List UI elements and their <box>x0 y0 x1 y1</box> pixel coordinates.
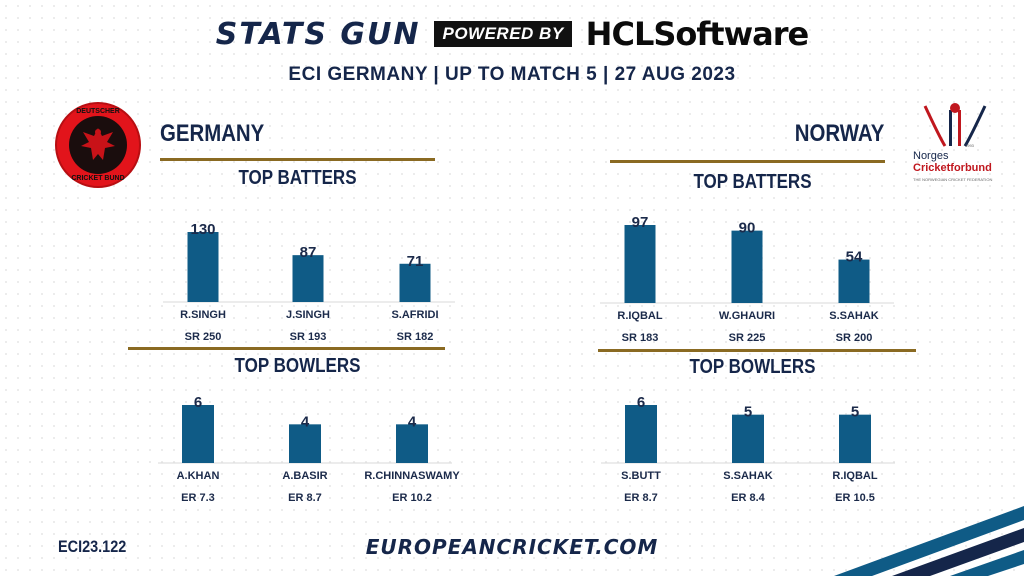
brand-header: STATS GUN POWERED BY HCLSoftware <box>0 14 1024 54</box>
category-label: S.SAHAK <box>829 310 879 322</box>
data-label: 97 <box>632 214 649 231</box>
powered-by-badge: POWERED BY <box>434 21 572 47</box>
germany-logo-bottom-text: CRICKET BUND <box>71 175 125 182</box>
germany-batters-chart: 130 R.SINGH SR 250 87 J.SINGH SR 193 71 S.AFRID… <box>163 221 455 343</box>
data-label: 54 <box>846 249 863 266</box>
bar <box>839 414 871 463</box>
norway-logo-line1: Norges <box>913 150 949 162</box>
norway-bowlers-chart: 6 S.BUTT ER 8.7 5 S.SAHAK ER 8.4 5 R.IQBAL ER 10… <box>601 394 895 504</box>
bar <box>625 405 657 463</box>
stat-label: ER 10.2 <box>392 492 432 504</box>
stat-label: ER 8.7 <box>288 492 322 504</box>
stat-label: ER 7.3 <box>181 492 215 504</box>
germany-batters-title: TOP BATTERS <box>238 167 357 189</box>
category-label: S.SAHAK <box>723 470 773 482</box>
website-link[interactable]: EUROPEANCRICKET.COM <box>365 535 659 559</box>
stat-label: SR 225 <box>729 332 766 344</box>
stat-label: ER 8.4 <box>731 492 766 504</box>
category-label: A.KHAN <box>177 470 220 482</box>
graphic-code: ECI23.122 <box>58 537 127 556</box>
norway-mid-rule <box>598 349 916 352</box>
category-label: R.CHINNASWAMY <box>364 470 460 482</box>
stat-label: SR 193 <box>290 331 327 343</box>
hcl-software-logo: HCLSoftware <box>585 15 810 53</box>
norway-bowlers-title: TOP BOWLERS <box>689 356 816 378</box>
data-label: 4 <box>408 413 417 430</box>
bar <box>731 230 763 303</box>
norway-logo-tagline: THE NORWEGIAN CRICKET FEDERATION <box>913 177 993 182</box>
eagle-emblem <box>69 116 127 174</box>
norway-cricket-logo: Norges Cricketforbund THE NORWEGIAN CRIC… <box>905 98 1005 188</box>
data-label: 87 <box>300 244 317 261</box>
germany-team-rule <box>160 158 435 161</box>
team-name-norway: NORWAY <box>794 120 884 147</box>
category-label: S.BUTT <box>621 470 661 482</box>
data-label: 90 <box>739 220 756 237</box>
norway-batters-title: TOP BATTERS <box>693 171 812 193</box>
germany-logo-top-text: DEUTSCHER <box>76 108 120 115</box>
norway-team-rule <box>610 160 885 163</box>
bar <box>187 232 219 302</box>
category-label: S.AFRIDI <box>391 309 438 321</box>
category-label: R.IQBAL <box>617 310 663 322</box>
bar <box>838 259 870 303</box>
germany-cricket-logo: DEUTSCHER CRICKET BUND <box>55 102 141 188</box>
page-subtitle: ECI GERMANY | UP TO MATCH 5 | 27 AUG 202… <box>288 64 736 85</box>
bar <box>732 414 764 463</box>
stat-label: SR 250 <box>185 331 222 343</box>
bar <box>399 263 431 302</box>
bar <box>292 255 324 302</box>
germany-mid-rule <box>128 347 445 350</box>
data-label: 6 <box>194 394 202 411</box>
germany-bowlers-chart: 6 A.KHAN ER 7.3 4 A.BASIR ER 8.7 4 R.CHINNASWAM… <box>158 394 460 504</box>
data-label: 71 <box>407 253 424 270</box>
norway-logo-line2: Cricketforbund <box>913 162 992 174</box>
stats-gun-logo: STATS GUN <box>215 16 421 52</box>
stat-label: SR 183 <box>622 332 659 344</box>
team-name-germany: GERMANY <box>160 120 265 147</box>
bar <box>396 424 428 463</box>
bar <box>289 424 321 463</box>
data-label: 6 <box>637 394 645 411</box>
category-label: R.IQBAL <box>832 470 878 482</box>
category-label: W.GHAURI <box>719 310 775 322</box>
stat-label: SR 182 <box>397 331 434 343</box>
data-label: 130 <box>190 221 215 238</box>
category-label: A.BASIR <box>282 470 327 482</box>
data-label: 4 <box>301 413 310 430</box>
category-label: J.SINGH <box>286 309 330 321</box>
stat-label: SR 200 <box>836 332 873 344</box>
bar <box>624 225 656 303</box>
stumps-icon <box>923 103 987 147</box>
decorative-stripes <box>794 506 1024 576</box>
bar <box>182 405 214 463</box>
germany-bowlers-title: TOP BOWLERS <box>234 355 361 377</box>
stat-label: ER 8.7 <box>624 492 658 504</box>
data-label: 5 <box>851 404 859 421</box>
data-label: 5 <box>744 404 752 421</box>
norway-batters-chart: 97 R.IQBAL SR 183 90 W.GHAURI SR 225 54 S.SAHAK… <box>600 214 894 344</box>
stat-label: ER 10.5 <box>835 492 875 504</box>
norway-logo-year: 1993 <box>965 143 974 148</box>
category-label: R.SINGH <box>180 309 226 321</box>
